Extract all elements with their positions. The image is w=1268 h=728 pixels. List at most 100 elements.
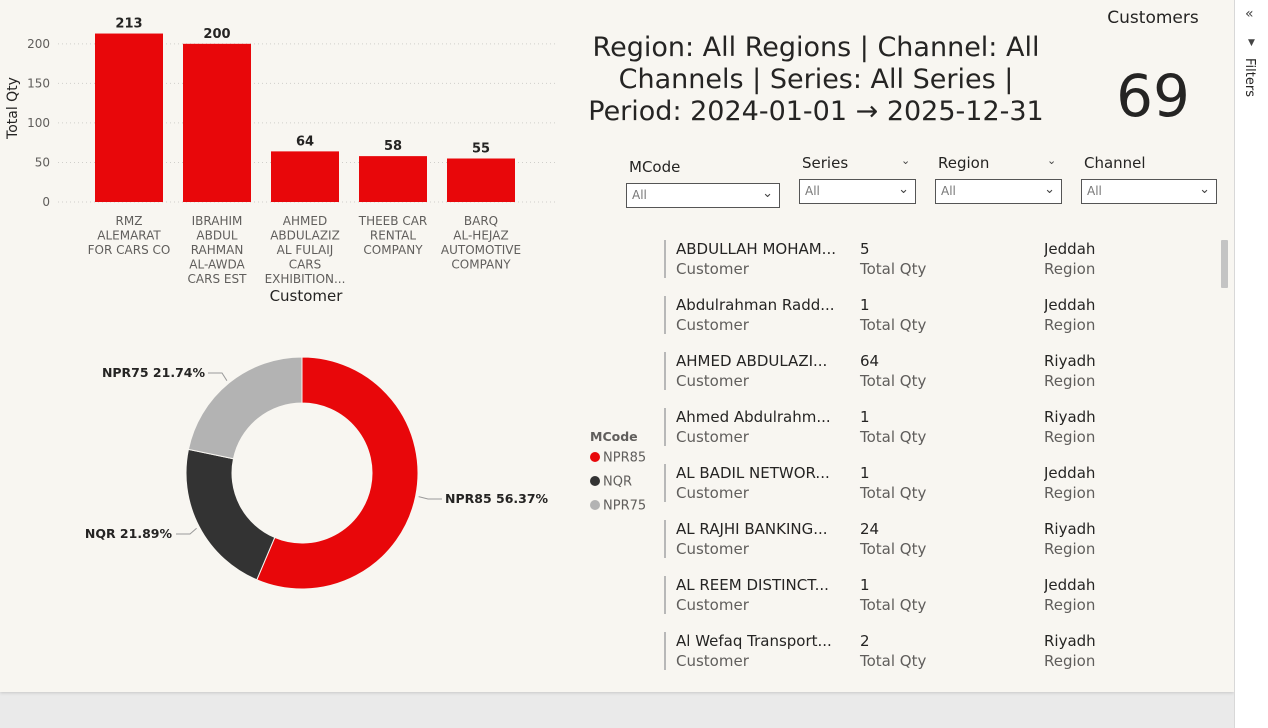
x-tick-label: ABDULAZIZ [270,229,340,243]
qty-cell: 5 Total Qty [860,240,1010,278]
leader-line [208,372,228,381]
region-cell: Jeddah Region [1044,296,1194,334]
customer-name: Abdulrahman Radd... [676,296,835,314]
list-item[interactable]: ABDULLAH MOHAM... Customer 5 Total Qty Jedda… [664,238,1219,284]
row-separator [664,520,666,558]
channel-dropdown[interactable]: All ⌄ [1081,179,1217,204]
data-label: 64 [296,134,314,149]
legend-marker[interactable] [590,500,600,510]
region-value: Jeddah [1044,576,1096,594]
donut-slice[interactable] [256,356,419,590]
legend-marker[interactable] [590,476,600,486]
region-cell: Jeddah Region [1044,464,1194,502]
customer-cell: AL RAJHI BANKING... Customer [676,520,846,558]
x-tick-label: AL-HEJAZ [453,229,508,243]
qty-value: 1 [860,408,870,426]
x-tick-label: CARS [289,258,322,272]
x-tick-label: ALEMARAT [97,229,161,243]
qty-value: 1 [860,576,870,594]
qty-label: Total Qty [860,652,927,670]
legend-marker[interactable] [590,452,600,462]
region-cell: Riyadh Region [1044,520,1194,558]
list-item[interactable]: AHMED ABDULAZI... Customer 64 Total Qty Riya… [664,350,1219,396]
chevron-down-icon: ⌄ [898,182,909,197]
region-label: Region [1044,372,1096,390]
customer-label: Customer [676,428,749,446]
x-tick-label: ABDUL [196,229,237,243]
filter-icon: ▼ [1248,38,1255,48]
filters-pane-label[interactable]: Filters [1242,58,1257,97]
x-tick-label: COMPANY [363,243,423,257]
slicer-title: MCode [629,158,681,176]
slice-label: NPR85 56.37% [445,491,549,506]
customer-cell: AHMED ABDULAZI... Customer [676,352,846,390]
x-tick-label: IBRAHIM [192,214,243,228]
slice-label: NQR 21.89% [85,526,173,541]
slice-label: NPR75 21.74% [102,365,206,380]
series-dropdown[interactable]: All ⌄ [799,179,916,204]
region-value: Riyadh [1044,408,1096,426]
list-item[interactable]: AL RAJHI BANKING... Customer 24 Total Qty Ri… [664,518,1219,564]
row-separator [664,632,666,670]
qty-label: Total Qty [860,540,927,558]
qty-label: Total Qty [860,372,927,390]
donut-slice[interactable] [187,356,303,460]
customer-cell: Ahmed Abdulrahm... Customer [676,408,846,446]
region-cell: Riyadh Region [1044,352,1194,390]
x-tick-label: AL-AWDA [189,258,245,272]
chevron-down-icon[interactable]: ⌄ [1047,154,1057,167]
region-value: Riyadh [1044,352,1096,370]
report-canvas: 0 50 100 150 200 Total Qty 213 RMZ ALEMARAT FOR C… [0,0,1234,692]
qty-cell: 24 Total Qty [860,520,1010,558]
y-tick-label: 200 [27,37,50,51]
region-dropdown[interactable]: All ⌄ [935,179,1062,204]
list-item[interactable]: Ahmed Abdulrahm... Customer 1 Total Qty Riya… [664,406,1219,452]
data-label: 58 [384,139,402,154]
list-item[interactable]: AL BADIL NETWOR... Customer 1 Total Qty Jedd… [664,462,1219,508]
slicer-channel: Channel All ⌄ [1081,154,1219,206]
legend-entry[interactable]: NPR75 [603,499,646,514]
customer-label: Customer [676,316,749,334]
donut-chart-mcode-share[interactable]: NPR85 56.37% NQR 21.89% NPR75 21.74% MCode N… [0,340,660,600]
bar[interactable] [447,158,515,203]
customer-label: Customer [676,540,749,558]
row-separator [664,464,666,502]
dropdown-value: All [1087,184,1102,198]
chevron-down-icon: ⌄ [762,186,773,201]
filters-pane[interactable]: « ▼ Filters [1234,0,1268,728]
region-label: Region [1044,652,1096,670]
y-tick-label: 100 [27,116,50,130]
mcode-dropdown[interactable]: All ⌄ [626,183,780,208]
title-line: Channels | Series: All Series | [618,64,1014,95]
donut-slice[interactable] [185,448,276,581]
customer-label: Customer [676,484,749,502]
x-tick-label: THEEB CAR [358,214,428,228]
legend-entry[interactable]: NPR85 [603,451,646,466]
bar[interactable] [359,156,427,202]
double-chevron-left-icon[interactable]: « [1245,6,1254,22]
list-item[interactable]: Abdulrahman Radd... Customer 1 Total Qty Jed… [664,294,1219,340]
customer-cell: Al Wefaq Transport... Customer [676,632,846,670]
slicer-mcode: MCode All ⌄ [626,158,782,210]
list-scrollbar[interactable] [1221,240,1228,288]
legend-entry[interactable]: NQR [603,475,632,490]
region-label: Region [1044,596,1096,614]
x-tick-label: FOR CARS CO [88,243,171,257]
list-item[interactable]: Al Wefaq Transport... Customer 2 Total Qty R… [664,630,1219,676]
bar[interactable] [271,151,339,202]
slicer-title: Region [938,154,990,172]
bar[interactable] [183,43,251,203]
list-item[interactable]: AL REEM DISTINCT... Customer 1 Total Qty Jed… [664,574,1219,620]
qty-label: Total Qty [860,428,927,446]
bar[interactable] [95,33,163,202]
customer-cell: Abdulrahman Radd... Customer [676,296,846,334]
region-value: Jeddah [1044,240,1096,258]
customer-multi-row-card[interactable]: ABDULLAH MOHAM... Customer 5 Total Qty Jedda… [664,238,1230,678]
row-separator [664,296,666,334]
region-value: Jeddah [1044,296,1096,314]
chevron-down-icon[interactable]: ⌄ [901,154,911,167]
customer-name: Ahmed Abdulrahm... [676,408,831,426]
y-tick-label: 50 [35,155,50,169]
x-tick-label: RAHMAN [191,243,244,257]
